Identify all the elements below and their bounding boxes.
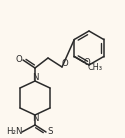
Text: O: O <box>84 58 91 67</box>
Text: O: O <box>62 59 68 68</box>
Text: S: S <box>47 128 53 136</box>
Text: CH₃: CH₃ <box>88 63 103 72</box>
Text: O: O <box>16 55 22 64</box>
Text: N: N <box>32 73 38 82</box>
Text: N: N <box>32 114 38 123</box>
Text: H₂N: H₂N <box>6 128 22 136</box>
